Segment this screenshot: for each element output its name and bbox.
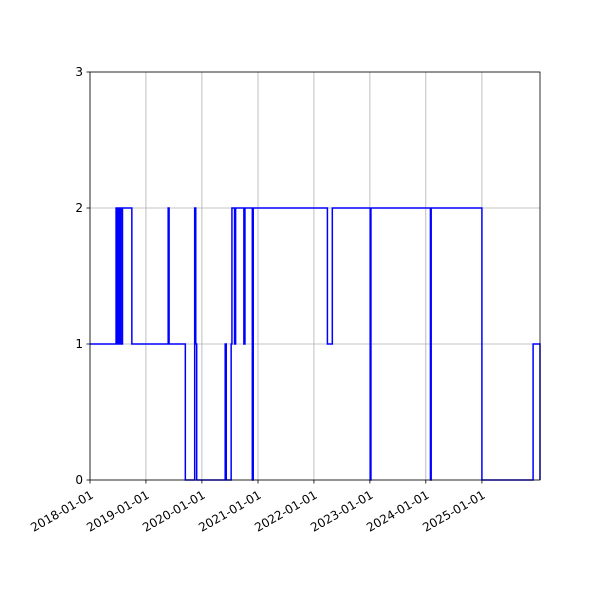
plot-frame xyxy=(89,71,541,481)
grid-layer xyxy=(89,71,540,481)
x-tick-label: 2019-01-01 xyxy=(84,488,151,535)
x-tick-label: 2024-01-01 xyxy=(364,488,431,535)
y-tick-label: 0 xyxy=(75,473,83,487)
x-tick-label: 2022-01-01 xyxy=(252,488,319,535)
x-tick-label: 2023-01-01 xyxy=(308,488,375,535)
y-tick-label: 1 xyxy=(75,337,83,351)
x-tick-label: 2025-01-01 xyxy=(420,488,487,535)
x-tick-label: 2018-01-01 xyxy=(28,488,95,535)
y-tick-label: 3 xyxy=(75,65,83,79)
x-tick-label: 2021-01-01 xyxy=(196,488,263,535)
axes-layer xyxy=(89,71,541,481)
y-tick-label: 2 xyxy=(75,201,83,215)
x-tick-label: 2020-01-01 xyxy=(140,488,207,535)
